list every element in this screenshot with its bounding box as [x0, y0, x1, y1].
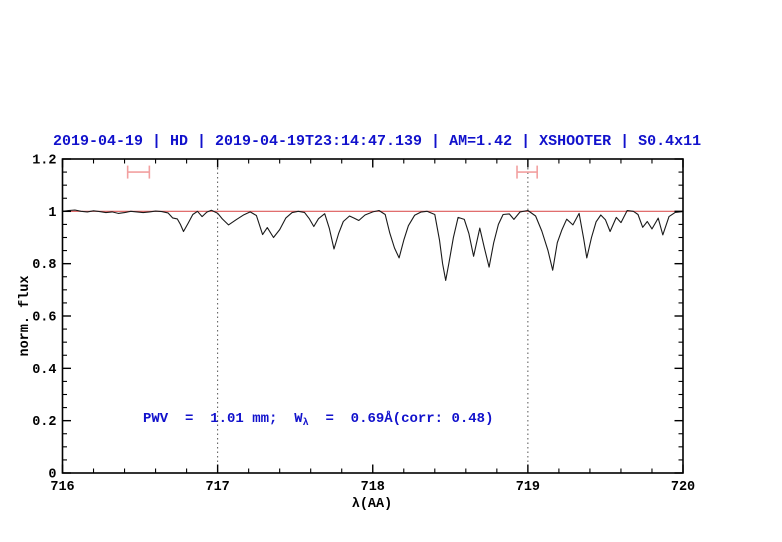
spectrum-curve	[61, 209, 684, 281]
x-tick-label: 716	[50, 480, 74, 495]
x-tick-label: 717	[205, 480, 229, 495]
axes-box	[61, 158, 684, 474]
pwv-annotation: PWV = 1.01 mm; Wλ = 0.69Å(corr: 0.48)	[143, 411, 494, 429]
pwv-annotation-suffix: = 0.69Å(corr: 0.48)	[308, 411, 494, 427]
pwv-annotation-prefix: PWV = 1.01 mm; W	[143, 411, 303, 427]
y-tick-label: 0.2	[32, 415, 56, 430]
y-tick-label: 1	[48, 206, 56, 221]
dotted-guide-lines	[217, 159, 529, 473]
x-tick-label: 718	[361, 480, 385, 495]
x-tick-label: 720	[671, 480, 695, 495]
axis-ticks	[61, 158, 684, 474]
y-tick-label: 0.8	[32, 258, 56, 273]
axes-frame	[61, 158, 684, 474]
y-tick-label: 0.4	[32, 363, 56, 378]
y-tick-label: 1.2	[32, 154, 56, 169]
spectrum-polyline	[61, 209, 684, 281]
pwv-annotation-subscript: λ	[302, 418, 309, 429]
x-tick-label: 719	[516, 480, 540, 495]
y-tick-label: 0	[48, 468, 56, 483]
band-markers	[126, 165, 538, 179]
y-tick-label: 0.6	[32, 311, 56, 326]
axis-tick-labels: 716 717 718 719 720 0 0.2 0.4 0.6 0.8 1 1.2	[32, 154, 695, 496]
page-title: 2019-04-19 | HD | 2019-04-19T23:14:47.13…	[53, 133, 702, 150]
x-axis-label: λ(AA)	[351, 497, 393, 512]
